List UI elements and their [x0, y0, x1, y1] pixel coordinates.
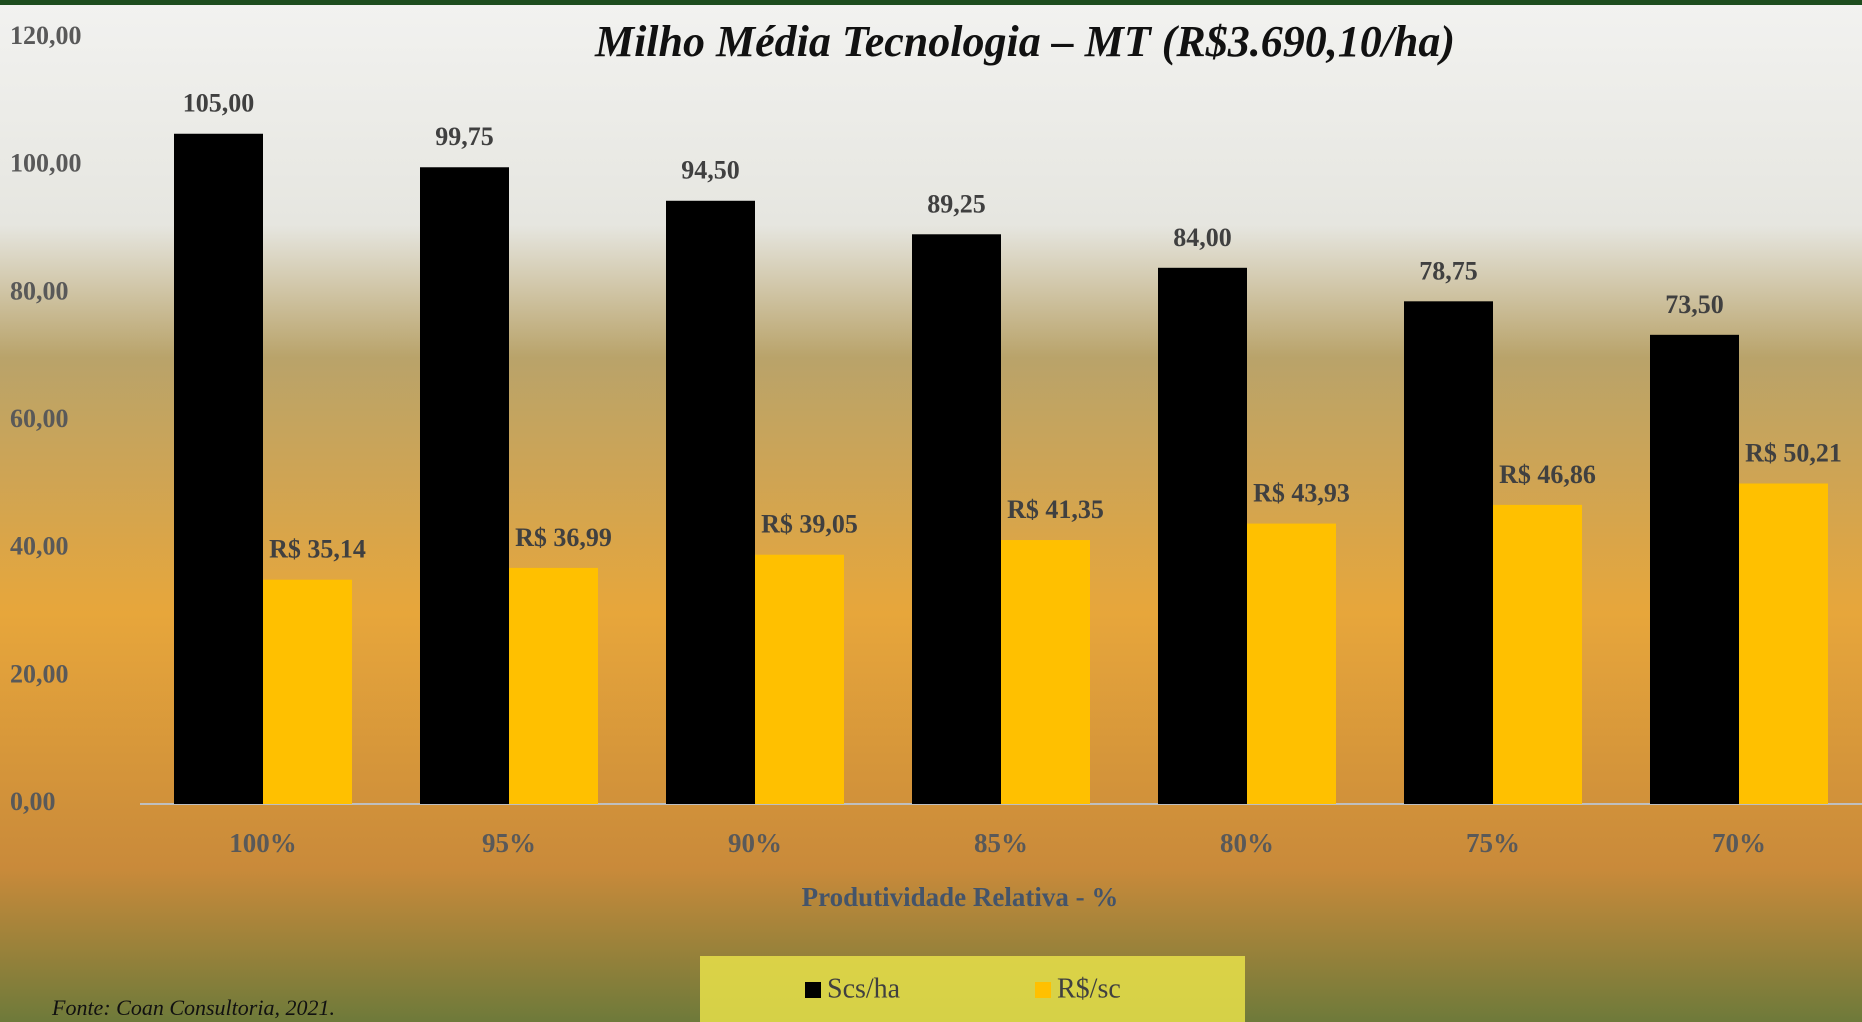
value-label: R$ 43,93	[1253, 479, 1350, 508]
bar	[912, 234, 1001, 805]
value-label: 84,00	[1173, 223, 1232, 252]
value-label: R$ 41,35	[1007, 495, 1104, 524]
bar	[509, 567, 598, 804]
y-tick-label: 40,00	[10, 532, 69, 561]
x-tick-label: 90%	[728, 828, 782, 858]
value-label: 89,25	[927, 189, 986, 218]
bar	[1493, 504, 1582, 804]
value-label: 105,00	[183, 89, 255, 118]
bar	[755, 554, 844, 804]
bar	[174, 133, 263, 804]
legend-swatch	[1035, 982, 1051, 998]
value-label: 99,75	[435, 122, 494, 151]
top-bar	[0, 0, 1862, 5]
x-tick-label: 100%	[229, 828, 297, 858]
value-label: 94,50	[681, 156, 740, 185]
source-note: Fonte: Coan Consultoria, 2021.	[51, 995, 335, 1020]
value-label: 73,50	[1665, 290, 1724, 319]
y-tick-label: 20,00	[10, 659, 69, 688]
bar	[420, 167, 509, 804]
x-tick-label: 75%	[1466, 828, 1520, 858]
value-label: R$ 35,14	[269, 535, 366, 564]
value-label: R$ 39,05	[761, 510, 858, 539]
bar	[1158, 267, 1247, 804]
bar	[263, 579, 352, 804]
y-tick-label: 80,00	[10, 276, 69, 305]
bar	[666, 200, 755, 804]
bar	[1001, 540, 1090, 804]
legend-label: Scs/ha	[827, 973, 901, 1004]
value-label: R$ 46,86	[1499, 460, 1596, 489]
x-tick-label: 85%	[974, 828, 1028, 858]
bar	[1650, 334, 1739, 804]
bar	[1404, 301, 1493, 804]
y-tick-label: 60,00	[10, 404, 69, 433]
y-tick-label: 100,00	[10, 149, 82, 178]
x-tick-label: 95%	[482, 828, 536, 858]
value-label: R$ 50,21	[1745, 438, 1842, 467]
y-tick-label: 0,00	[10, 787, 56, 816]
bar	[1247, 523, 1336, 804]
bar	[1739, 483, 1828, 804]
y-tick-label: 120,00	[10, 21, 82, 50]
legend-swatch	[805, 982, 821, 998]
chart-title: Milho Média Tecnologia – MT (R$3.690,10/…	[594, 17, 1455, 66]
value-label: R$ 36,99	[515, 523, 612, 552]
value-label: 78,75	[1419, 256, 1478, 285]
x-axis-title: Produtividade Relativa - %	[802, 882, 1119, 912]
legend-label: R$/sc	[1057, 973, 1121, 1004]
x-tick-label: 80%	[1220, 828, 1274, 858]
x-tick-label: 70%	[1712, 828, 1766, 858]
legend-box	[700, 956, 1245, 1022]
